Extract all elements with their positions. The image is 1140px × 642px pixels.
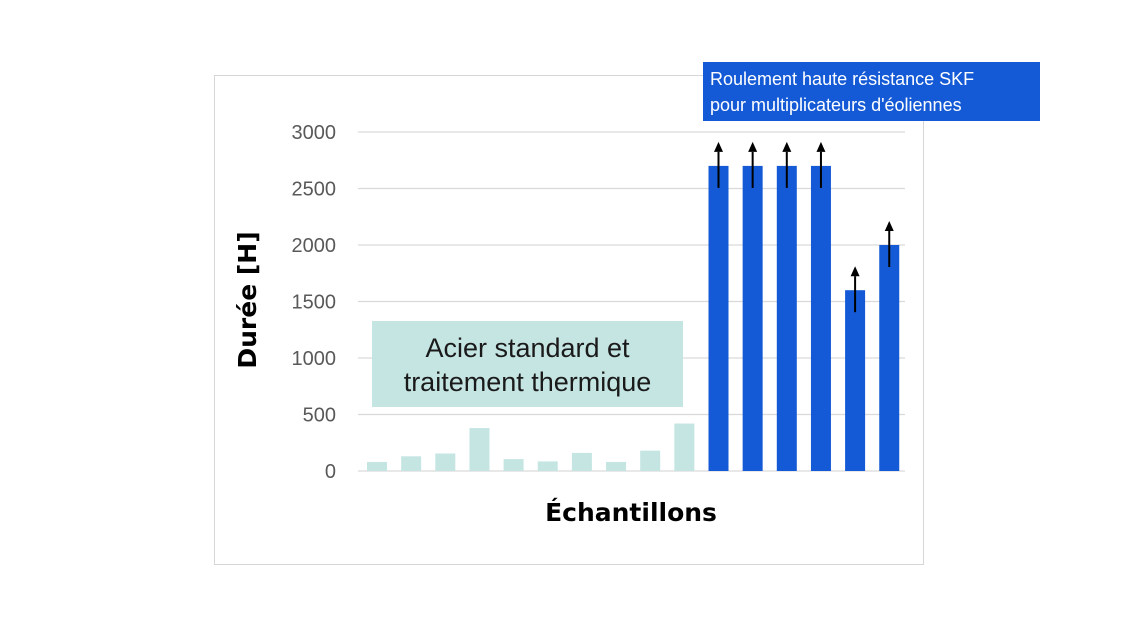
skf-annotation-line-2: pour multiplicateurs d'éoliennes <box>710 95 962 115</box>
x-axis-title: Échantillons <box>545 498 717 527</box>
runout-arrow-3 <box>782 141 792 188</box>
runout-arrow-1 <box>714 141 723 188</box>
bar-series-1-7 <box>571 452 592 471</box>
runout-arrow-2 <box>748 141 758 188</box>
y-tick-label-2000: 2000 <box>292 235 337 257</box>
bar-series-1-3 <box>435 453 456 471</box>
bar-series-1-8 <box>606 461 627 471</box>
y-tick-label-2500: 2500 <box>292 179 337 201</box>
standard-annotation-line-2: traitement thermique <box>404 367 652 397</box>
bar-series-2-5 <box>845 290 866 471</box>
runout-arrow-5 <box>850 266 860 313</box>
y-axis-title: Durée [H] <box>233 231 262 368</box>
skf-annotation-line-1: Roulement haute résistance SKF <box>710 69 974 89</box>
chart-frame <box>214 75 924 565</box>
bars <box>367 165 900 471</box>
bar-series-1-9 <box>640 450 661 471</box>
standard-annotation: Acier standard et traitement thermique <box>372 321 683 407</box>
bar-series-2-6 <box>879 245 900 471</box>
y-tick-label-3000: 3000 <box>292 122 337 144</box>
y-tick-labels: 0 500 1000 1500 2000 2500 3000 <box>292 122 337 483</box>
standard-annotation-box <box>372 321 683 407</box>
bar-series-2-1 <box>708 165 729 471</box>
runout-arrows <box>714 141 894 313</box>
bar-series-2-3 <box>776 165 797 471</box>
runout-arrow-6 <box>884 221 894 267</box>
bar-series-1-1 <box>367 461 387 471</box>
y-tick-label-1500: 1500 <box>292 292 337 314</box>
bar-series-2-2 <box>742 165 763 471</box>
y-tick-label-500: 500 <box>303 405 336 427</box>
bar-series-1-6 <box>537 461 558 471</box>
bar-series-1-4 <box>469 428 490 471</box>
bar-series-2-4 <box>810 165 831 471</box>
y-tick-label-1000: 1000 <box>292 348 337 370</box>
runout-arrow-4 <box>816 141 826 188</box>
y-tick-label-0: 0 <box>325 461 336 483</box>
standard-annotation-line-1: Acier standard et <box>425 333 630 363</box>
skf-annotation-box <box>703 62 1040 121</box>
skf-annotation: Roulement haute résistance SKF pour mult… <box>703 62 1040 121</box>
bar-series-1-10 <box>674 423 695 471</box>
bar-series-1-2 <box>401 456 422 471</box>
bar-series-1-5 <box>503 459 524 471</box>
